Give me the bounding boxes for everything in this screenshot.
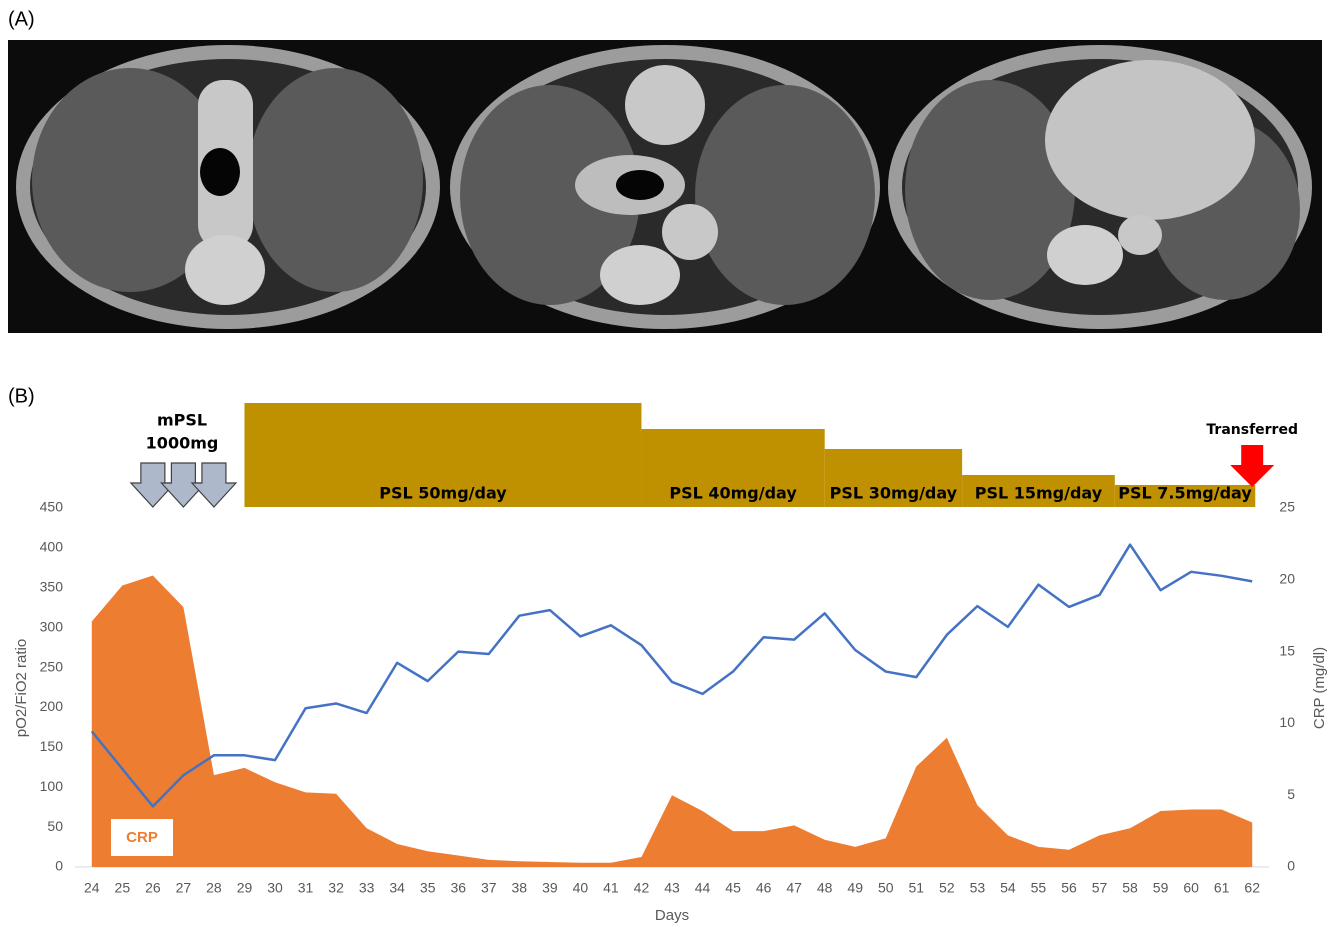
- x-tick-label: 47: [786, 880, 802, 896]
- x-tick-label: 38: [512, 880, 528, 896]
- x-axis-label: Days: [655, 907, 689, 924]
- y-tick-label: 450: [40, 499, 64, 515]
- x-tick-label: 51: [909, 880, 925, 896]
- x-tick-label: 50: [878, 880, 894, 896]
- pulse-label: mPSL: [157, 411, 207, 430]
- x-tick-label: 31: [298, 880, 314, 896]
- x-tick-label: 48: [817, 880, 833, 896]
- figure: (A): [0, 0, 1331, 927]
- x-tick-label: 30: [267, 880, 283, 896]
- x-tick-label: 29: [237, 880, 253, 896]
- x-tick-label: 55: [1031, 880, 1047, 896]
- x-tick-label: 60: [1183, 880, 1199, 896]
- x-tick-label: 35: [420, 880, 436, 896]
- pulse-label: 1000mg: [146, 434, 219, 453]
- x-tick-label: 44: [695, 880, 711, 896]
- panel-label: (B): [8, 385, 35, 407]
- y-tick-label: 250: [40, 658, 64, 674]
- transfer-label: Transferred: [1206, 422, 1298, 438]
- x-tick-label: 40: [573, 880, 589, 896]
- x-tick-label: 57: [1092, 880, 1108, 896]
- y2-axis-label: CRP (mg/dl): [1311, 647, 1328, 729]
- ct-images: [8, 40, 1322, 333]
- y-tick-label: 200: [40, 698, 64, 714]
- y2-tick-label: 0: [1287, 858, 1295, 874]
- panel-label: (A): [8, 8, 35, 30]
- line: [92, 545, 1252, 807]
- x-tick-label: 56: [1061, 880, 1077, 896]
- y2-tick-label: 15: [1279, 642, 1295, 658]
- x-tick-label: 46: [756, 880, 772, 896]
- x-tick-label: 36: [450, 880, 466, 896]
- x-tick-label: 26: [145, 880, 161, 896]
- x-tick-label: 32: [328, 880, 344, 896]
- x-tick-label: 53: [970, 880, 986, 896]
- legend-label: CRP: [126, 829, 158, 846]
- y-tick-label: 400: [40, 539, 64, 555]
- x-tick-label: 52: [939, 880, 955, 896]
- x-tick-label: 27: [176, 880, 192, 896]
- x-tick-label: 41: [603, 880, 619, 896]
- x-tick-label: 24: [84, 880, 100, 896]
- y-tick-label: 300: [40, 618, 64, 634]
- treatment-label: PSL 7.5mg/day: [1118, 484, 1252, 503]
- x-tick-label: 58: [1122, 880, 1138, 896]
- treatment-label: PSL 40mg/day: [669, 484, 797, 503]
- y2-tick-label: 20: [1279, 571, 1295, 587]
- x-tick-label: 39: [542, 880, 558, 896]
- y2-tick-label: 10: [1279, 714, 1295, 730]
- y-axis-label: pO2/FiO2 ratio: [13, 639, 30, 737]
- y-tick-label: 100: [40, 778, 64, 794]
- x-tick-label: 45: [725, 880, 741, 896]
- x-tick-label: 34: [389, 880, 405, 896]
- treatment-label: PSL 30mg/day: [830, 484, 958, 503]
- y-tick-label: 50: [47, 818, 63, 834]
- y-tick-label: 350: [40, 578, 64, 594]
- x-tick-label: 54: [1000, 880, 1016, 896]
- pulse-arrow: [192, 463, 236, 507]
- x-tick-label: 33: [359, 880, 375, 896]
- x-tick-label: 62: [1244, 880, 1260, 896]
- x-tick-label: 25: [115, 880, 131, 896]
- y-tick-label: 150: [40, 738, 64, 754]
- area: [92, 575, 1252, 867]
- x-tick-label: 42: [634, 880, 650, 896]
- y2-tick-label: 5: [1287, 786, 1295, 802]
- treatment-label: PSL 15mg/day: [975, 484, 1103, 503]
- x-tick-label: 49: [847, 880, 863, 896]
- y-tick-label: 0: [55, 858, 63, 874]
- x-tick-label: 61: [1214, 880, 1230, 896]
- x-tick-label: 37: [481, 880, 497, 896]
- x-tick-label: 43: [664, 880, 680, 896]
- x-tick-label: 59: [1153, 880, 1169, 896]
- x-tick-label: 28: [206, 880, 222, 896]
- treatment-label: PSL 50mg/day: [379, 484, 507, 503]
- transfer-arrow: [1230, 445, 1274, 487]
- y2-tick-label: 25: [1279, 499, 1295, 515]
